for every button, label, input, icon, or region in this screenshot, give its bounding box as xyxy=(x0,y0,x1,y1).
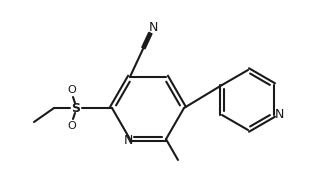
Text: N: N xyxy=(149,21,158,34)
Text: N: N xyxy=(123,134,133,147)
Text: S: S xyxy=(72,102,81,114)
Text: O: O xyxy=(67,121,77,131)
Text: O: O xyxy=(67,85,77,95)
Text: N: N xyxy=(274,109,284,121)
